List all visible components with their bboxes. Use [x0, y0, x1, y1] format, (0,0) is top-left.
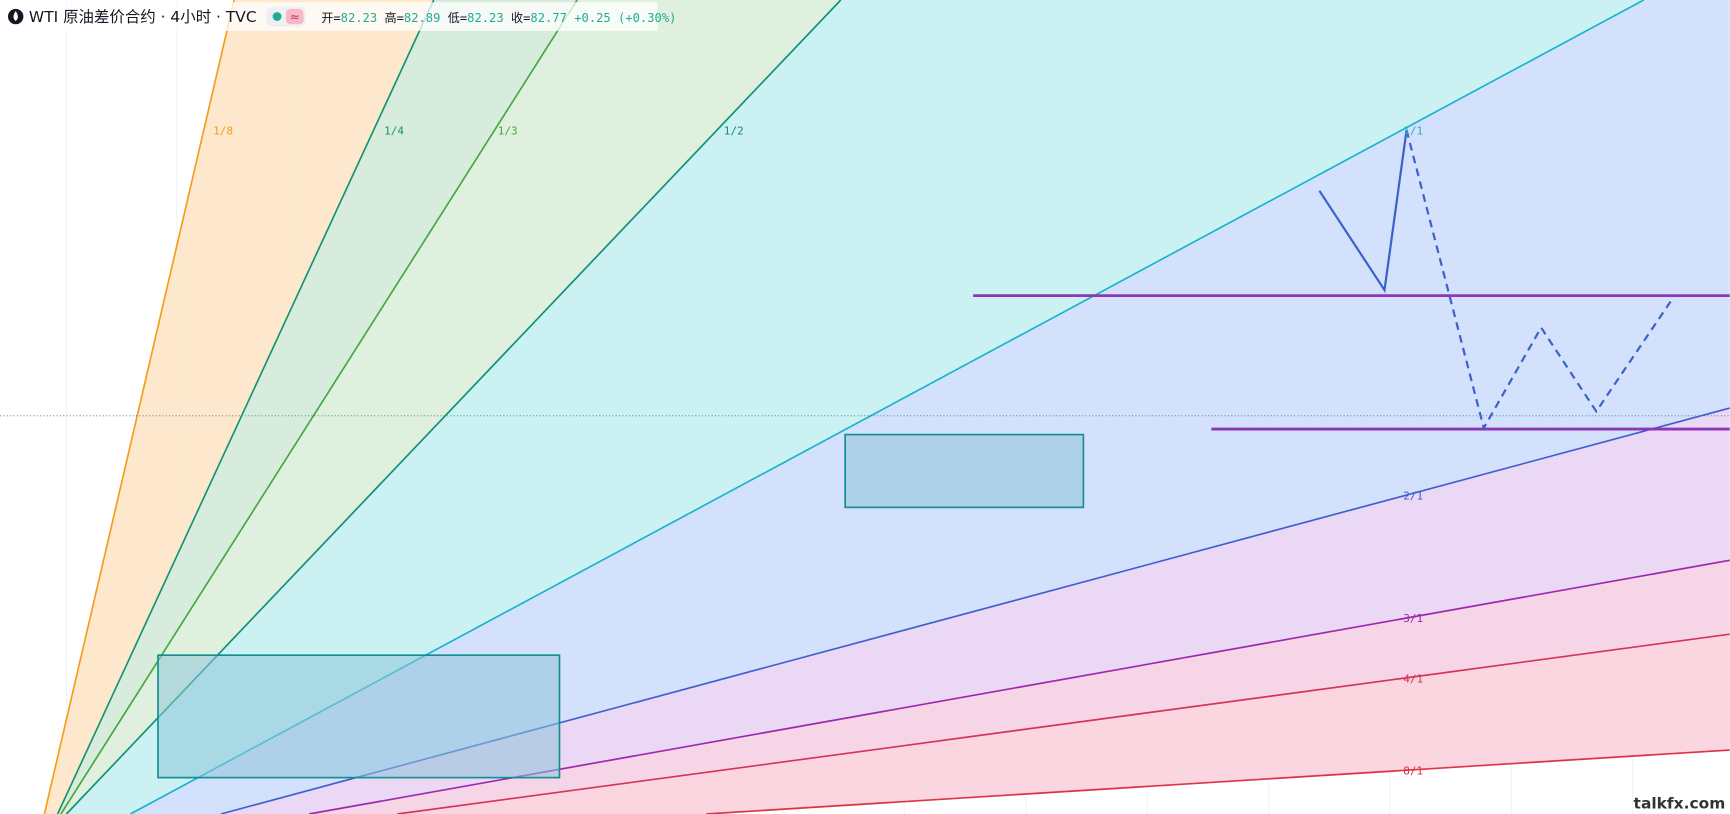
fan-label: 1/2 — [724, 125, 744, 138]
fan-label: 1/4 — [384, 125, 404, 138]
fan-label: 8/1 — [1403, 764, 1423, 777]
badge-bg — [285, 8, 304, 25]
symbol-title: WTI 原油差价合约 · 4小时 · TVC — [29, 8, 257, 26]
range-box — [844, 433, 1085, 509]
fan-label: 1/3 — [498, 125, 518, 138]
ohlc-key: 开= — [321, 11, 340, 25]
ohlc: 开=82.23 高=82.89 低=82.23 收=82.77 +0.25 (+… — [321, 10, 676, 25]
watermark: talkfx.com — [1634, 794, 1726, 812]
header: WTI 原油差价合约 · 4小时 · TVC ≈ 开=82.23 高=82.89… — [0, 2, 676, 31]
fan-label: 4/1 — [1403, 673, 1423, 686]
change: +0.25 (+0.30%) — [574, 11, 676, 25]
market-status — [272, 12, 282, 21]
drop-icon — [13, 11, 18, 21]
ohlc-value: 82.23 — [467, 11, 504, 25]
ohlc-key: 低= — [448, 11, 467, 25]
pattern-line — [1318, 130, 1408, 294]
ohlc-key: 收= — [511, 11, 530, 25]
ohlc-value: 82.23 — [341, 11, 378, 25]
badge: ≈ — [290, 10, 300, 24]
ohlc-value: 82.89 — [404, 11, 441, 25]
fan-label: 2/1 — [1403, 490, 1423, 503]
projection-line — [1405, 129, 1676, 431]
header-bg — [0, 2, 658, 31]
fan-labels: 1/8 1/4 1/3 1/2 1/1 2/1 3/1 4/1 8/1 — [213, 125, 1423, 778]
fan-label: 1/1 — [1403, 125, 1423, 138]
fan-label: 1/8 — [213, 125, 233, 138]
range-box — [157, 654, 561, 779]
fan-label: 3/1 — [1403, 612, 1423, 625]
ohlc-key: 高= — [384, 10, 403, 25]
ohlc-value: 82.77 — [530, 11, 567, 25]
